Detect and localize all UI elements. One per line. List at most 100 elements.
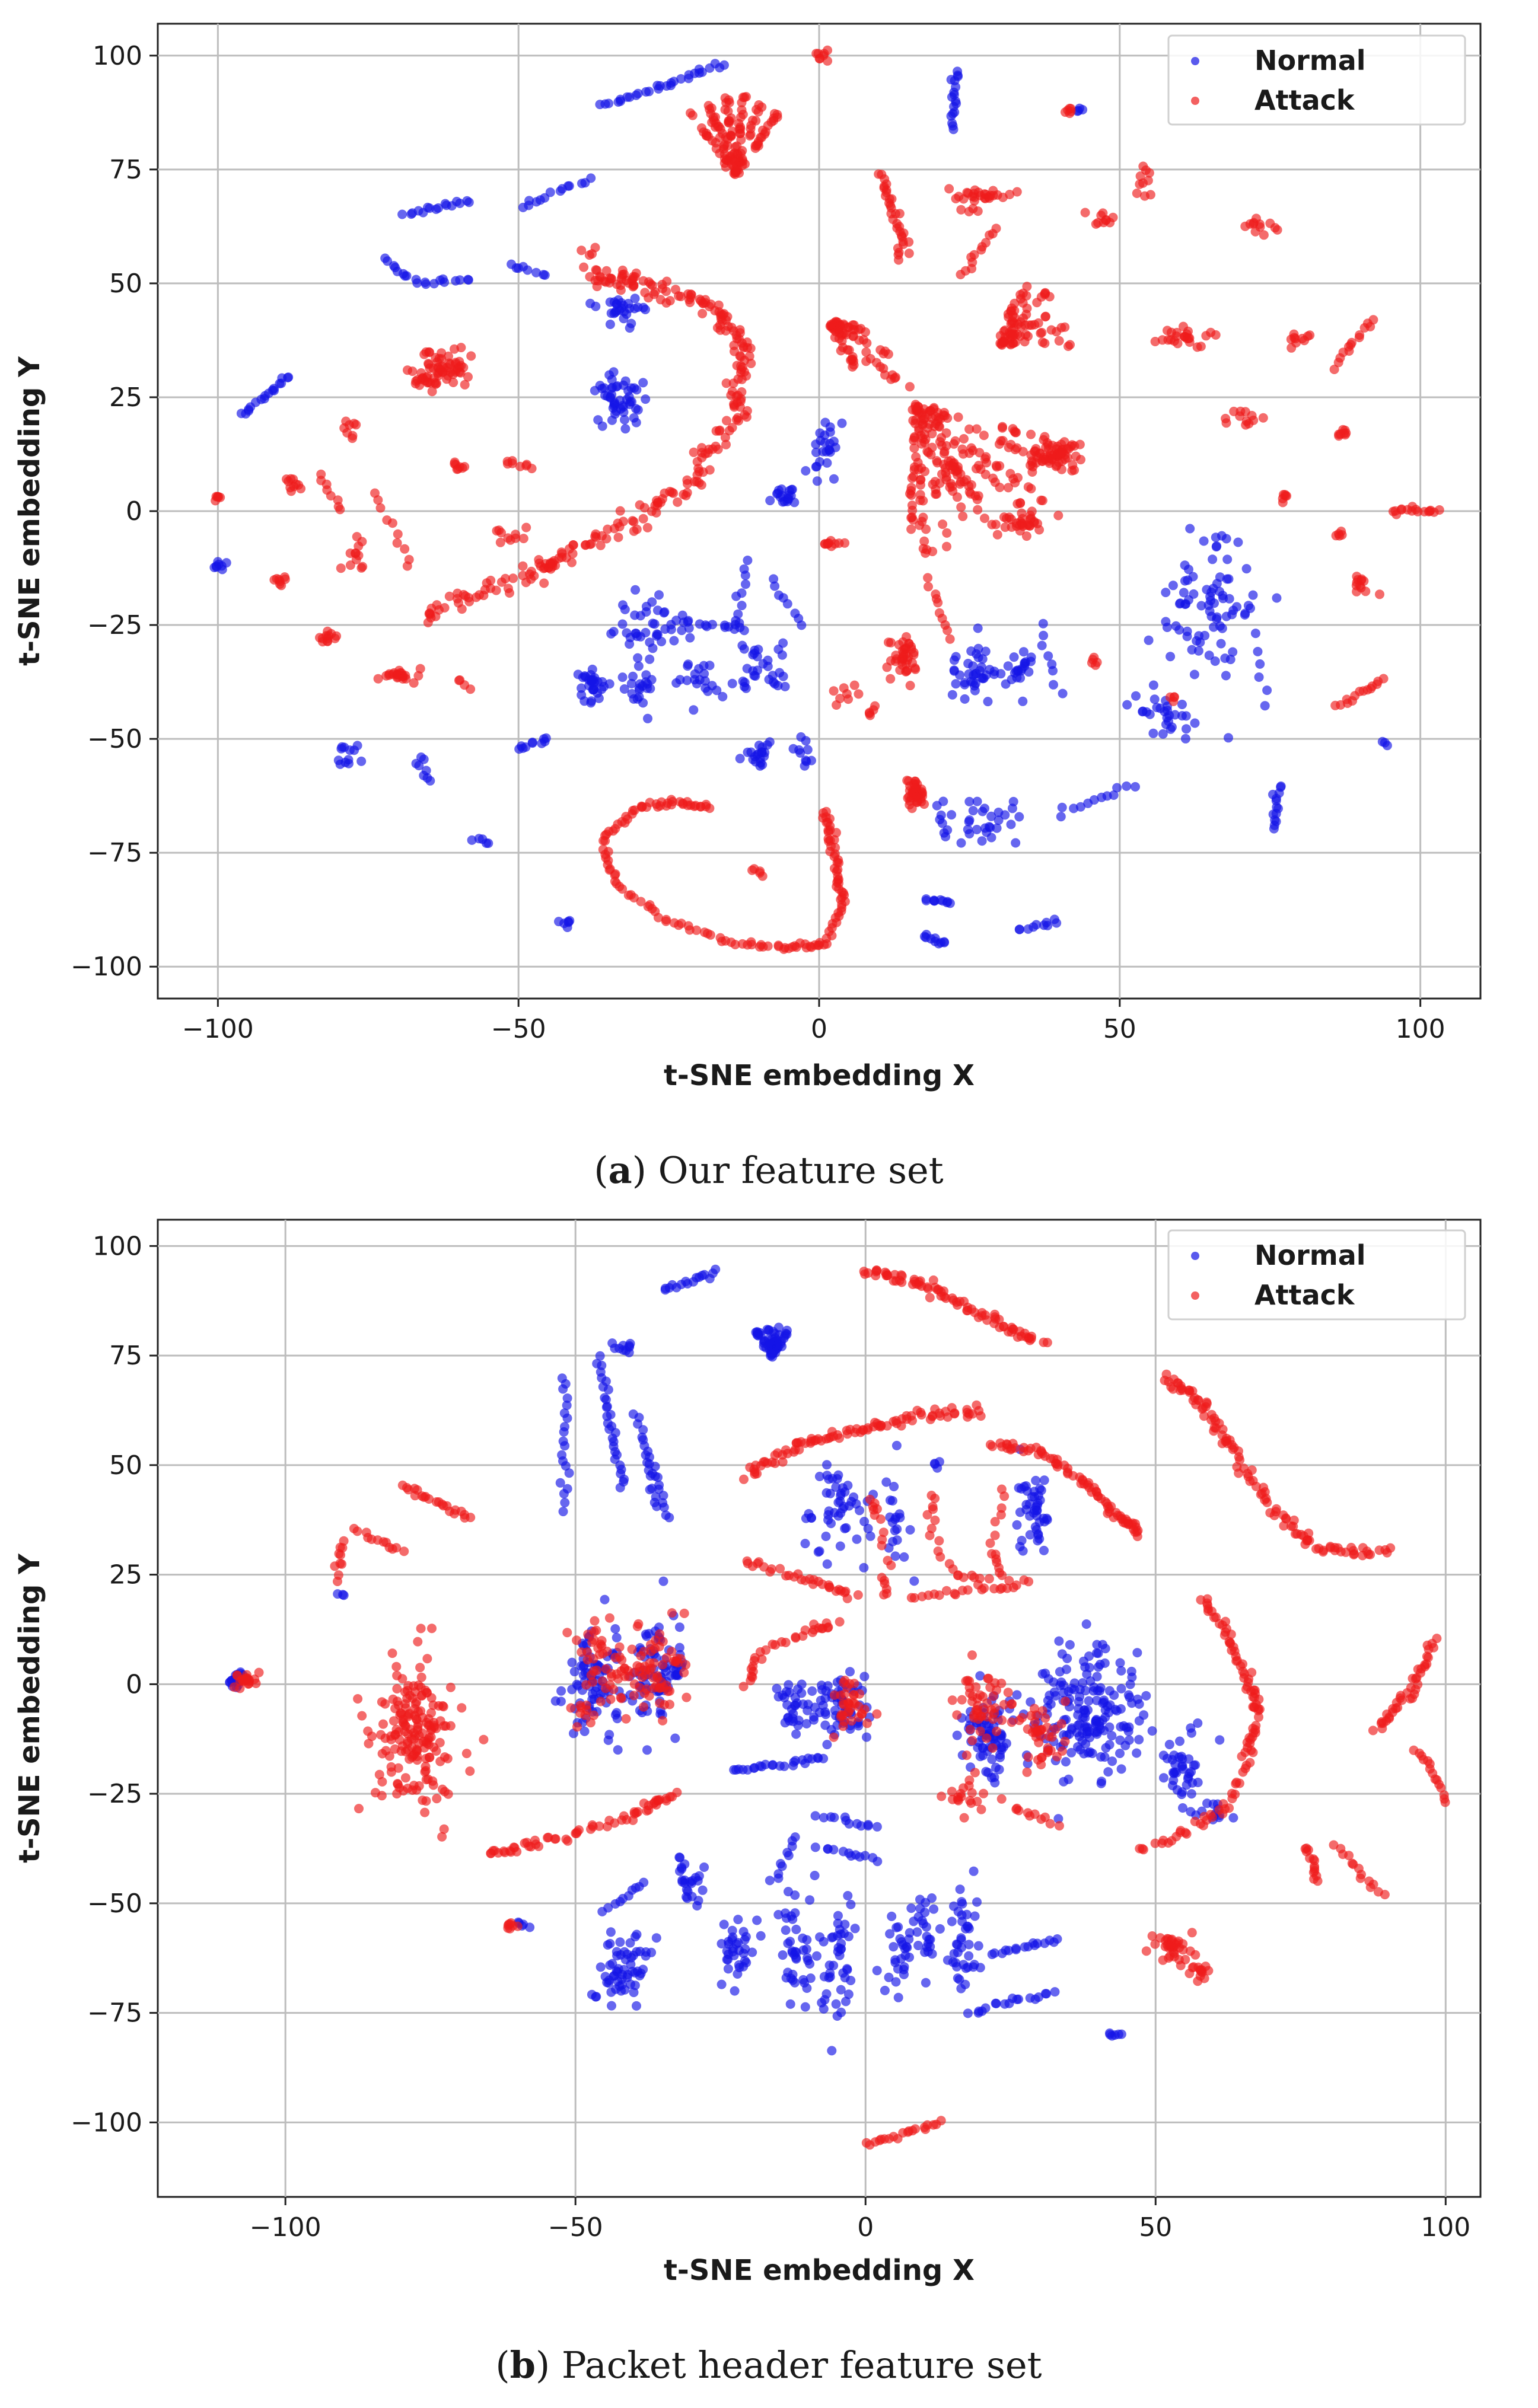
attack-point [433,363,443,373]
normal-point [807,1686,817,1696]
normal-point [975,1963,985,1973]
normal-point [801,466,811,476]
normal-point [596,1962,606,1972]
normal-point [1105,2030,1115,2040]
attack-point [403,365,412,375]
attack-point [969,250,979,260]
attack-point [596,540,606,550]
normal-point [801,1719,811,1728]
attack-point [1008,331,1018,341]
normal-point [957,1916,967,1927]
attack-point [836,346,846,356]
normal-point [1084,1651,1094,1661]
attack-point [1375,589,1384,599]
normal-point [609,397,619,407]
normal-point [645,1471,655,1481]
attack-point [646,1663,656,1673]
normal-point [827,2046,837,2056]
normal-point [629,413,639,423]
normal-point [960,694,970,704]
normal-point [987,1755,997,1764]
normal-point [523,265,533,275]
normal-point [1182,724,1191,734]
attack-point [1080,208,1090,218]
attack-point [990,1703,1000,1713]
attack-point [992,1726,1002,1736]
attack-point [773,1448,782,1458]
attack-point [1054,336,1064,346]
attack-point [601,534,612,544]
attack-point [413,1637,423,1647]
attack-point [1075,439,1085,449]
normal-point [905,1525,915,1535]
normal-point [425,776,435,786]
attack-point [901,643,910,653]
normal-point [1210,656,1220,666]
attack-point [601,1683,610,1693]
attack-point [373,674,383,684]
attack-point [1173,339,1183,349]
attack-point [974,461,983,471]
attack-point [1172,327,1182,337]
attack-point [673,497,683,507]
attack-point [973,505,983,515]
normal-point [1196,601,1206,611]
normal-point [620,414,629,425]
normal-point [1148,728,1158,738]
attack-point [967,1736,977,1746]
legend-label-attack-a: Attack [1254,84,1355,116]
normal-point [611,306,621,316]
attack-point [1169,1951,1179,1962]
attack-point [444,591,454,601]
attack-point [984,1574,994,1584]
attack-point [587,249,597,259]
normal-point [765,1876,775,1886]
y-tick-label-a: 50 [109,269,142,299]
attack-point [402,561,412,571]
normal-point [1260,701,1270,711]
attack-point [972,424,982,434]
attack-point [1224,1803,1234,1813]
normal-point [891,1922,902,1932]
attack-point [839,1699,849,1709]
normal-point [1243,601,1253,611]
normal-point [951,652,961,662]
attack-point [388,1694,398,1704]
normal-point [990,1778,1000,1788]
attack-point [750,141,760,151]
normal-point [652,1501,662,1511]
normal-point [859,1562,869,1573]
normal-point [964,817,974,827]
normal-point [778,1690,788,1700]
attack-point [398,674,408,684]
normal-point [421,279,431,289]
normal-point [758,659,768,669]
normal-point [763,1334,773,1344]
attack-point [442,1753,453,1763]
attack-point [902,632,911,642]
normal-point [887,1911,897,1921]
normal-point [970,685,980,696]
normal-point [1254,672,1264,682]
normal-point [1104,1740,1115,1750]
attack-point [496,528,506,538]
attack-point [955,479,965,489]
attack-point [632,524,642,534]
attack-point [970,491,980,501]
normal-point [352,741,362,751]
normal-point [1212,612,1222,622]
normal-point [1122,781,1132,791]
attack-point [957,1695,967,1705]
attack-point [1138,161,1148,171]
attack-point [1179,321,1188,331]
attack-point [1262,1497,1272,1507]
attack-point [975,1574,985,1583]
normal-point [600,1594,610,1605]
normal-point [788,744,798,754]
attack-point [1053,449,1062,460]
normal-point [1131,782,1140,792]
attack-point [579,262,589,272]
normal-point [625,323,635,333]
attack-point [781,1571,791,1581]
